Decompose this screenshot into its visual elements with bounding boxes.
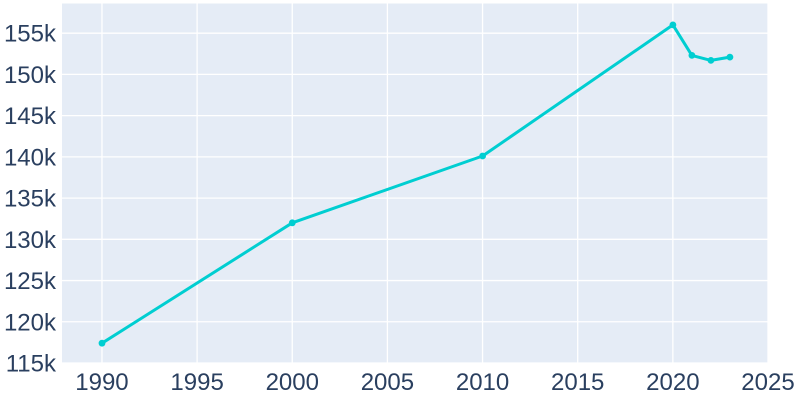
x-tick-label: 2005 [361,369,414,396]
axis-grid [62,3,769,364]
data-point-marker[interactable] [726,53,734,61]
x-tick-label: 2020 [646,369,699,396]
y-tick-label: 120k [4,309,57,336]
x-tick-label: 2000 [266,369,319,396]
data-point-marker[interactable] [98,339,106,347]
y-tick-label: 150k [4,62,57,89]
y-axis-tick-labels: 115k 120k 125k 130k 135k 140k 145k 150k 155k [4,21,57,378]
x-tick-label: 2025 [741,369,794,396]
data-point-marker[interactable] [707,57,715,64]
data-point-marker[interactable] [669,21,677,29]
y-tick-label: 145k [4,103,57,130]
data-point-marker[interactable] [288,219,296,227]
x-tick-label: 2015 [551,369,604,396]
x-tick-label: 1995 [170,369,223,396]
y-tick-label: 130k [4,227,57,254]
y-tick-label: 115k [6,351,57,378]
data-point-marker[interactable] [688,52,696,59]
x-tick-label: 2010 [456,369,509,396]
x-axis-tick-labels: 1990 1995 2000 2005 2010 2015 2020 2025 [75,369,794,396]
y-tick-label: 140k [4,144,57,171]
y-tick-label: 125k [4,268,57,295]
y-tick-label: 155k [4,21,57,48]
plot-area-background [62,3,768,363]
series-markers [98,21,734,347]
y-tick-label: 135k [4,186,57,213]
data-point-marker[interactable] [479,152,486,160]
x-tick-label: 1990 [75,369,128,396]
